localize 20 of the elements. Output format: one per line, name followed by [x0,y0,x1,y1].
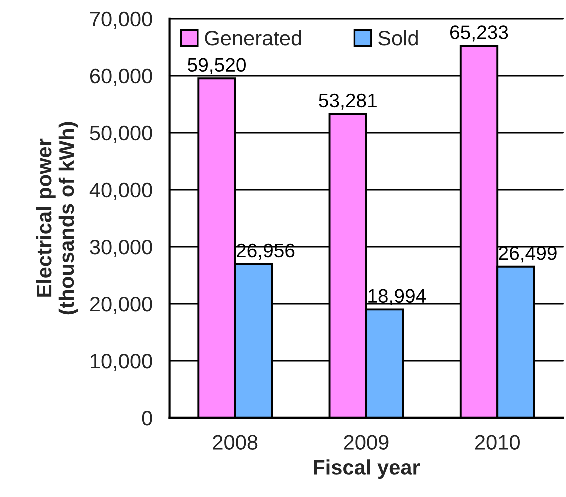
y-tick-label: 60,000 [90,68,152,86]
y-tick-label: 10,000 [91,354,152,372]
data-label: 26,956 [236,244,295,260]
legend-label: Generated [205,30,302,46]
x-tick-label: 2010 [475,435,520,450]
data-label: 53,281 [319,94,377,110]
y-tick-label: 70,000 [90,12,152,30]
data-label: 65,233 [450,26,508,42]
data-label: 59,520 [188,58,246,74]
y-tick-label: 40,000 [90,182,152,200]
y-tick-label: 30,000 [90,240,152,258]
y-tick-label: 50,000 [90,126,152,144]
y-tick-label: 0 [142,410,152,426]
y-axis-title: Electrical power (thousands of kWh) [36,122,78,315]
y-tick-label: 20,000 [90,296,152,314]
x-axis-title: Fiscal year [314,460,420,480]
x-tick-label: 2008 [213,435,258,450]
x-tick-label: 2009 [344,435,389,450]
legend-label: Sold [378,30,418,46]
data-label: 18,994 [368,289,426,306]
